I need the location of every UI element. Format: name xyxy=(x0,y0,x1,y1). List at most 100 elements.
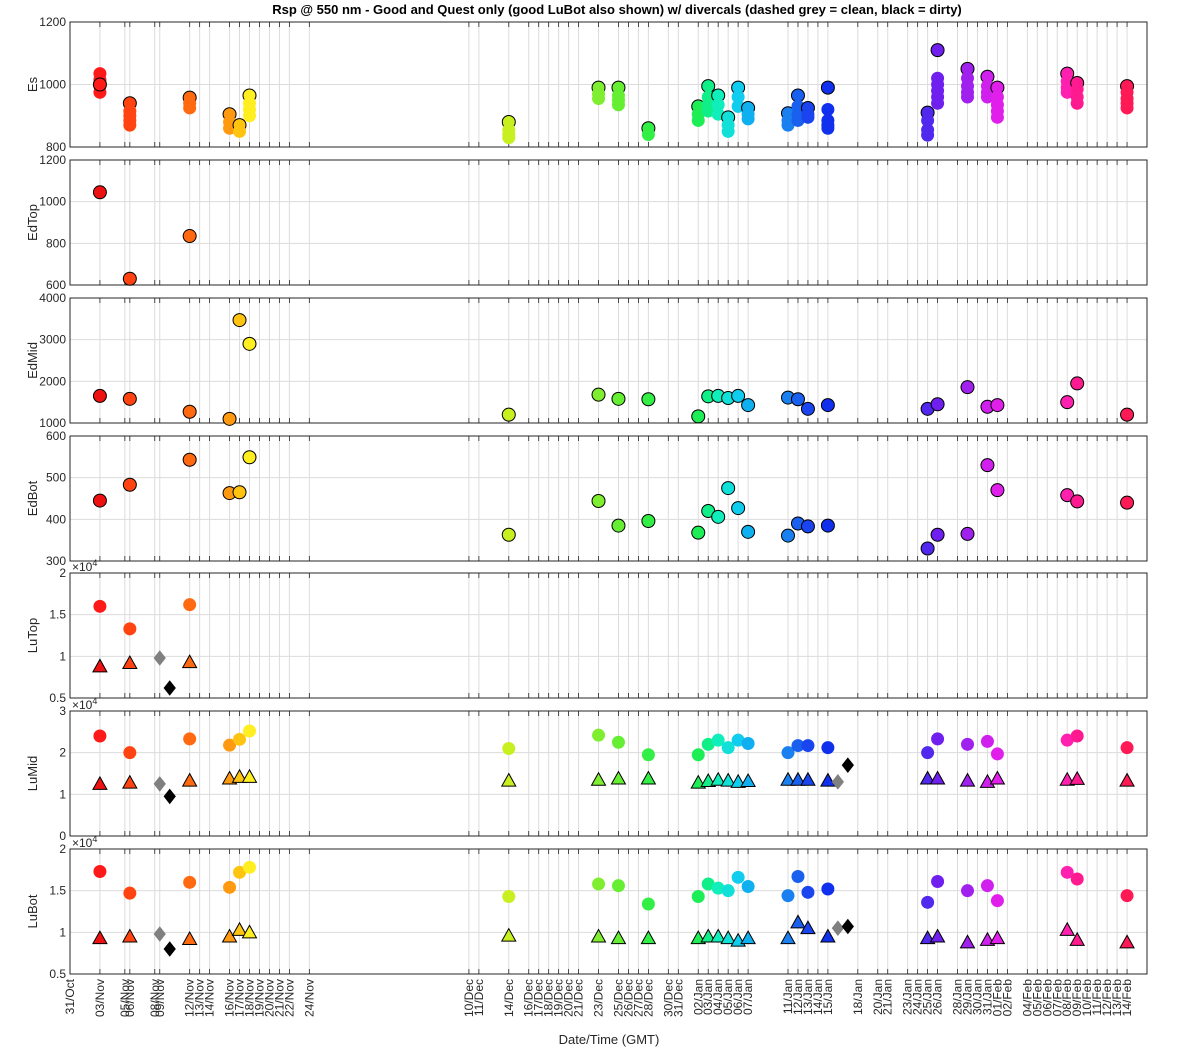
triangle-point xyxy=(121,928,138,943)
panel-background xyxy=(70,160,1147,285)
circle-point xyxy=(701,104,715,118)
panel-frame xyxy=(69,297,1148,424)
diamond-point xyxy=(831,920,844,936)
diamond-point xyxy=(153,926,166,942)
x-tick-label: 04/Jan xyxy=(711,979,725,1015)
triangle-point xyxy=(92,775,108,790)
circle-point xyxy=(691,890,705,903)
circle-point xyxy=(741,398,756,413)
x-tick-label: 10/Dec xyxy=(462,979,476,1017)
y-tick-label: 3000 xyxy=(39,333,66,347)
triangle-point xyxy=(590,771,607,786)
triangle-point xyxy=(500,927,517,942)
x-tick-label: 11/Dec xyxy=(472,979,486,1016)
circle-point xyxy=(502,131,516,145)
circle-point xyxy=(93,729,107,743)
panel-edmid: 1000 2000 3000 4000 EdMid xyxy=(25,291,1148,430)
circle-point xyxy=(721,884,735,898)
triangle-point xyxy=(919,770,936,785)
circle-point xyxy=(711,881,725,895)
triangle-point xyxy=(800,771,816,786)
y-tick-label: 2 xyxy=(59,566,66,580)
circle-point xyxy=(741,524,756,539)
y-axis-label: LuMid xyxy=(25,756,40,791)
panel-edtop: 600 800 1000 1200 EdTop xyxy=(25,153,1148,292)
circle-point xyxy=(641,392,656,407)
x-tick-label: 02/Feb xyxy=(1000,979,1014,1017)
triangle-point xyxy=(1069,931,1086,946)
y-tick-label: 1200 xyxy=(39,15,66,29)
circle-point xyxy=(242,450,257,465)
circle-point xyxy=(123,746,137,760)
x-tick-label: 30/Jan xyxy=(970,979,984,1015)
panel-lutop: 0.5 1 1.5 2 LuTop ×104 xyxy=(25,558,1148,705)
circle-point xyxy=(781,746,795,760)
x-tick-label: 19/Nov xyxy=(252,979,266,1017)
y-axis-label: EdBot xyxy=(25,480,40,516)
circle-point xyxy=(731,388,746,403)
circle-point xyxy=(501,407,516,422)
circle-point xyxy=(820,80,835,95)
panel-background xyxy=(70,849,1147,974)
circle-point xyxy=(93,599,107,613)
circle-point xyxy=(741,737,755,750)
triangle-point xyxy=(700,928,717,943)
circle-point xyxy=(821,882,835,896)
panel-edbot: 300 400 500 600 EdBot xyxy=(25,429,1148,568)
x-tick-label: 13/Feb xyxy=(1110,979,1124,1017)
y-tick-label: 3 xyxy=(59,704,66,718)
triangle-point xyxy=(780,771,796,786)
y-tick-label: 1200 xyxy=(39,153,66,167)
y-tick-label: 1 xyxy=(59,925,66,939)
y-axis-label: LuBot xyxy=(25,894,40,928)
circle-point xyxy=(183,875,197,889)
circle-point xyxy=(920,541,935,556)
circle-point xyxy=(960,526,975,541)
diamond-point xyxy=(163,941,176,957)
circle-point xyxy=(1070,494,1085,509)
circle-point xyxy=(711,509,726,524)
circle-point xyxy=(990,483,1005,498)
triangle-point xyxy=(740,930,756,945)
x-tick-label: 16/Nov xyxy=(223,979,237,1017)
triangle-point xyxy=(640,930,657,945)
x-tick-label: 24/Jan xyxy=(911,979,925,1015)
x-tick-label: 21/Nov xyxy=(272,979,286,1017)
x-tick-label: 10/Feb xyxy=(1080,979,1094,1017)
triangle-point xyxy=(1059,771,1076,786)
x-tick-label: 04/Feb xyxy=(1020,979,1034,1017)
y-tick-label: 1 xyxy=(59,787,66,801)
triangle-point xyxy=(181,654,198,669)
data-points xyxy=(92,185,197,286)
x-tick-label: 07/Feb xyxy=(1050,979,1064,1017)
triangle-point xyxy=(989,930,1006,945)
x-tick-label: 31/Jan xyxy=(980,979,994,1015)
circle-point xyxy=(731,90,745,104)
diamond-point xyxy=(163,788,176,805)
x-tick-label: 11/Feb xyxy=(1090,979,1104,1016)
x-tick-label: 05/Jan xyxy=(721,979,735,1015)
y-tick-label: 800 xyxy=(46,140,66,154)
circle-point xyxy=(791,113,805,127)
y-axis-label: EdTop xyxy=(25,204,40,241)
triangle-point xyxy=(710,928,727,943)
y-exponent-label: ×104 xyxy=(72,696,97,712)
triangle-point xyxy=(241,924,258,939)
diamond-point xyxy=(163,680,176,696)
y-axis-label: LuTop xyxy=(25,618,40,653)
y-tick-label: 800 xyxy=(46,236,66,250)
x-tick-label: 18/Dec xyxy=(542,979,556,1017)
circle-point xyxy=(931,875,945,888)
triangle-point xyxy=(1119,934,1135,949)
circle-point xyxy=(800,519,815,534)
triangle-point xyxy=(820,772,836,787)
circle-point xyxy=(721,124,735,138)
circle-point xyxy=(731,733,745,747)
x-tick-label: 12/Feb xyxy=(1100,979,1114,1017)
x-tick-label: 29/Jan xyxy=(961,979,975,1015)
circle-point xyxy=(721,741,735,755)
circle-point xyxy=(641,514,656,528)
circle-point xyxy=(930,527,945,542)
triangle-point xyxy=(929,770,946,785)
